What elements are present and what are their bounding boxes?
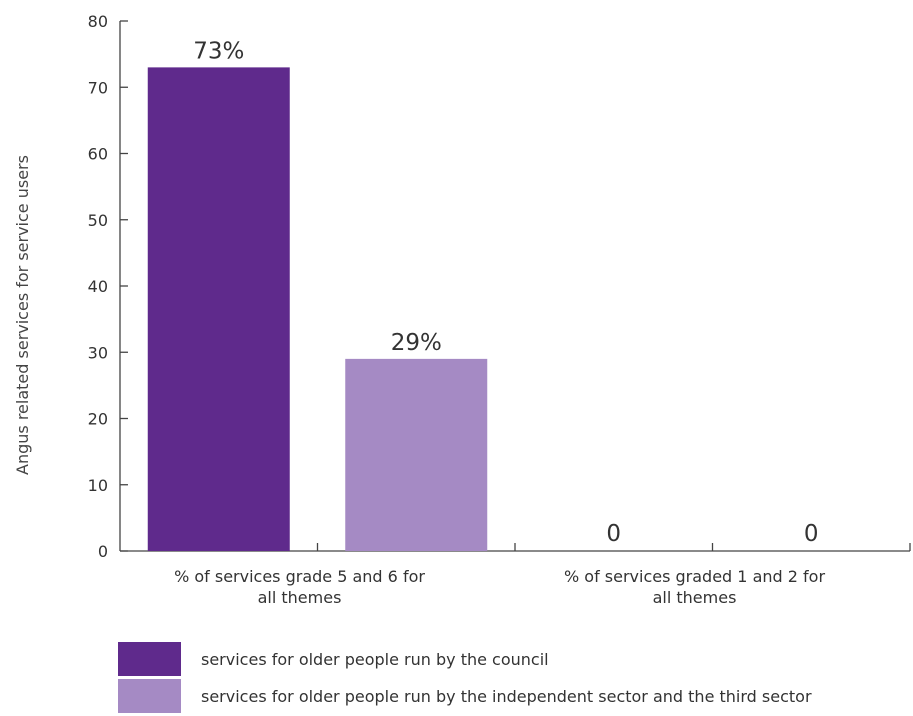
legend-item-council: services for older people run by the cou… — [118, 642, 812, 676]
data-label: 29% — [391, 330, 442, 356]
y-tick-label: 10 — [88, 476, 108, 495]
legend-label-independent: services for older people run by the ind… — [201, 686, 812, 706]
y-tick-label: 80 — [88, 12, 108, 31]
y-axis-label: Angus related services for service users — [13, 155, 32, 475]
y-tick-label: 60 — [88, 145, 108, 164]
legend-label-council: services for older people run by the cou… — [201, 649, 549, 669]
bar-chart: Angus related services for service users… — [13, 12, 911, 607]
data-labels: 73% 29% 0 0 — [193, 38, 818, 547]
y-axis-label-group: Angus related services for service users — [13, 155, 32, 475]
category-label: % of services graded 1 and 2 for — [564, 567, 825, 586]
category-label: all themes — [653, 588, 737, 607]
y-tick-label: 40 — [88, 277, 108, 296]
category-labels: % of services grade 5 and 6 for all theme… — [174, 567, 825, 607]
legend-swatch-independent — [118, 679, 181, 713]
bars — [147, 67, 488, 551]
data-label: 73% — [193, 38, 244, 64]
data-label: 0 — [606, 521, 621, 547]
bar — [147, 67, 290, 551]
y-tick-label: 70 — [88, 78, 108, 97]
y-axis: 0 10 20 30 40 50 60 70 80 — [88, 12, 128, 561]
y-tick-label: 20 — [88, 410, 108, 429]
legend-item-independent: services for older people run by the ind… — [118, 679, 812, 713]
data-label: 0 — [804, 521, 819, 547]
category-label: all themes — [258, 588, 342, 607]
y-tick-label: 0 — [98, 542, 108, 561]
bar — [345, 358, 488, 551]
y-tick-label: 50 — [88, 211, 108, 230]
legend-swatch-council — [118, 642, 181, 676]
y-tick-label: 30 — [88, 343, 108, 362]
category-label: % of services grade 5 and 6 for — [174, 567, 425, 586]
legend: services for older people run by the cou… — [118, 642, 812, 716]
